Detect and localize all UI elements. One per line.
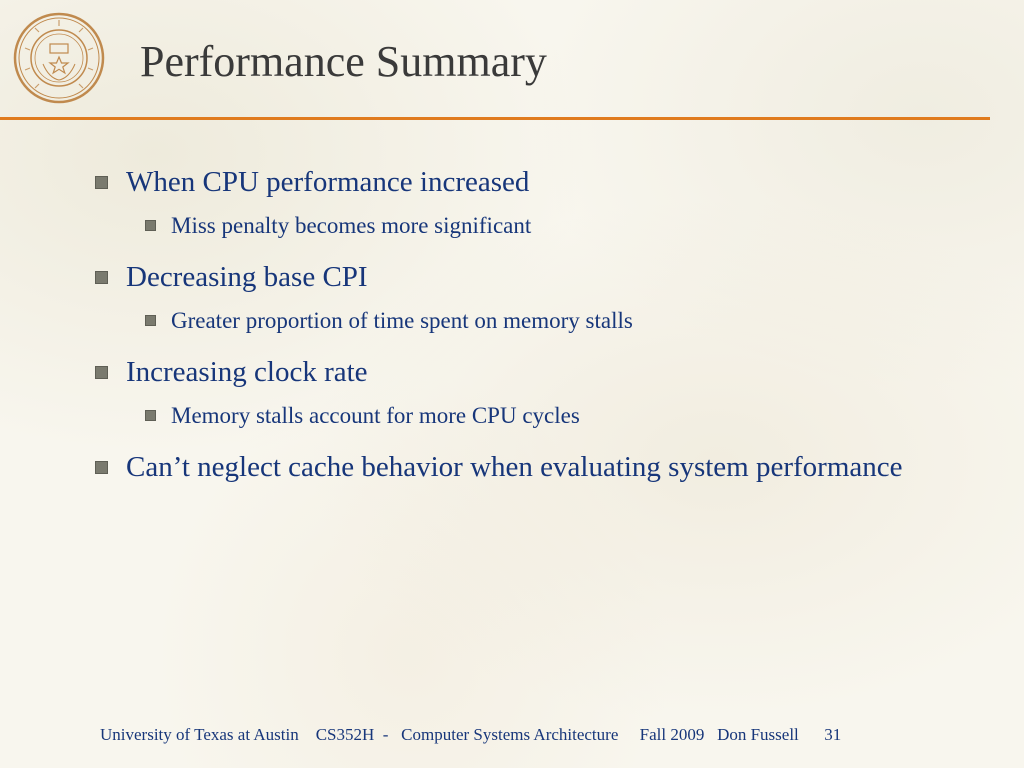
sub-bullet-item: Memory stalls account for more CPU cycle… (145, 399, 955, 433)
square-bullet-icon (95, 461, 108, 474)
bullet-item: Decreasing base CPI (95, 257, 955, 298)
square-bullet-icon (95, 366, 108, 379)
footer-course: CS352H - Computer Systems Architecture (315, 725, 619, 744)
bullet-text: Decreasing base CPI (126, 261, 368, 293)
square-bullet-icon (95, 271, 108, 284)
bullet-text: When CPU performance increased (126, 166, 530, 198)
footer-page-number: 31 (824, 725, 842, 744)
university-seal-logo (13, 12, 105, 104)
footer-author: Don Fussell (717, 725, 799, 744)
sub-bullet-text: Memory stalls account for more CPU cycle… (171, 403, 580, 428)
slide-title: Performance Summary (140, 37, 547, 86)
slide-footer: University of Texas at Austin CS352H - C… (100, 725, 841, 745)
bullet-list: When CPU performance increased Miss pena… (95, 162, 955, 488)
square-bullet-icon (145, 410, 156, 421)
sub-bullet-text: Miss penalty becomes more significant (171, 213, 532, 238)
footer-institution: University of Texas at Austin (100, 725, 299, 744)
bullet-item: Can’t neglect cache behavior when evalua… (95, 447, 955, 488)
square-bullet-icon (145, 220, 156, 231)
sub-bullet-item: Miss penalty becomes more significant (145, 209, 955, 243)
square-bullet-icon (145, 315, 156, 326)
bullet-item: Increasing clock rate (95, 352, 955, 393)
title-divider (0, 117, 990, 120)
square-bullet-icon (95, 176, 108, 189)
bullet-text: Can’t neglect cache behavior when evalua… (126, 451, 903, 483)
sub-bullet-item: Greater proportion of time spent on memo… (145, 304, 955, 338)
sub-bullet-text: Greater proportion of time spent on memo… (171, 308, 633, 333)
bullet-item: When CPU performance increased (95, 162, 955, 203)
bullet-text: Increasing clock rate (126, 356, 368, 388)
footer-term: Fall 2009 (639, 725, 705, 744)
